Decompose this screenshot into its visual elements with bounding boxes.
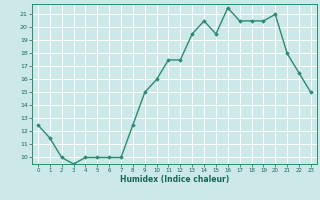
X-axis label: Humidex (Indice chaleur): Humidex (Indice chaleur) bbox=[120, 175, 229, 184]
